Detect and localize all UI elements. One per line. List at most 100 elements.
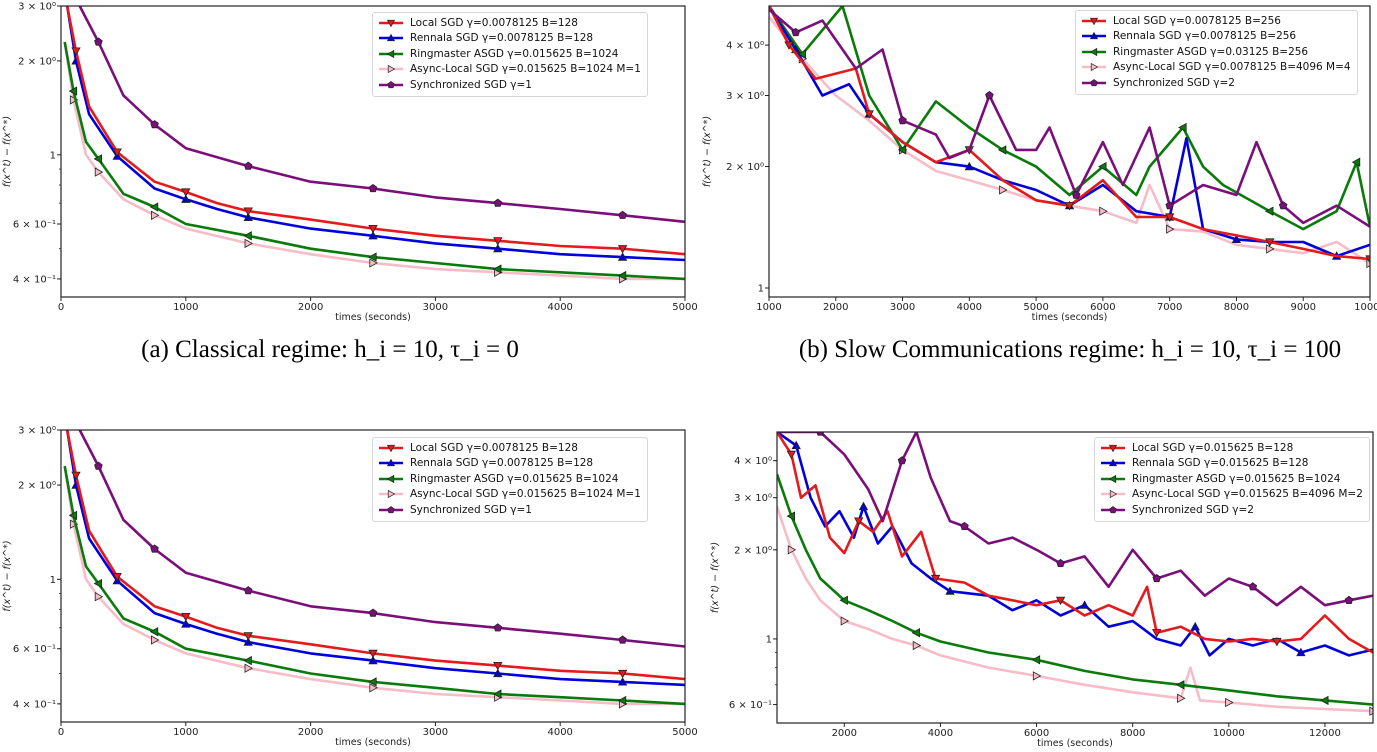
x-axis-label: times (seconds) (1037, 738, 1113, 749)
data-point-local (1165, 213, 1175, 222)
data-point-rennala (181, 194, 191, 203)
data-point-ringmaster (911, 628, 920, 638)
data-point-sync (94, 461, 103, 470)
legend-label: Local SGD γ=0.0078125 B=256 (1113, 14, 1281, 27)
caption-b: (b) Slow Communications regime: h_i = 10… (798, 336, 1342, 363)
y-tick-label: 3 × 10⁰ (734, 493, 772, 504)
data-point-sync (897, 456, 907, 465)
chart-panel-d: 4 × 10⁰ 3 × 10⁰ 2 × 10⁰ 1 6 × 10⁻¹ 2000 4000 60… (710, 431, 1374, 749)
y-tick-label: 4 × 10⁻¹ (13, 274, 56, 285)
data-point-async_local (1032, 671, 1042, 681)
data-point-local (930, 574, 941, 584)
chart-panel-a: 3 × 10⁰ 2 × 10⁰ 1 6 × 10⁻¹ 4 × 10⁻¹ 0 1000 2000… (2, 2, 698, 324)
legend-swatch-icon (379, 444, 403, 452)
data-point-async_local (1266, 244, 1275, 254)
legend-item-ringmaster: Ringmaster ASGD γ=0.03125 B=256 (1082, 44, 1351, 60)
x-tick-label: 1000 (173, 302, 198, 313)
legend-item-async_local: Async-Local SGD γ=0.015625 B=1024 M=1 (379, 487, 641, 503)
data-point-ringmaster (797, 49, 806, 59)
axes-frame (768, 5, 1371, 298)
legend-label: Synchronized SGD γ=2 (1132, 503, 1254, 516)
data-point-rennala (617, 252, 628, 261)
data-point-local (493, 662, 503, 671)
legend-item-async_local: Async-Local SGD γ=0.0078125 B=4096 M=4 (1082, 60, 1351, 76)
legend-label: Rennala SGD γ=0.0078125 B=128 (410, 32, 594, 45)
data-point-sync (1152, 574, 1161, 583)
y-tick-label: 6 × 10⁻¹ (13, 219, 56, 230)
legend-swatch-icon (1082, 47, 1106, 56)
data-point-ringmaster (243, 655, 252, 666)
legend-label: Async-Local SGD γ=0.015625 B=4096 M=2 (1132, 488, 1363, 501)
legend-item-sync: Synchronized SGD γ=1 (379, 77, 641, 93)
legend-swatch-icon (379, 459, 403, 467)
data-point-local (368, 649, 378, 659)
data-point-rennala (1190, 621, 1200, 631)
x-axis-label: times (seconds) (1032, 312, 1108, 323)
y-tick-label: 6 × 10⁻¹ (13, 644, 56, 655)
data-point-ringmaster (1351, 157, 1361, 167)
data-point-rennala (945, 586, 955, 595)
y-tick-label: 6 × 10⁻¹ (729, 700, 772, 711)
chart-panel-b: 4 × 10⁰ 3 × 10⁰ 2 × 10⁰ 1 1000 2000 3000 4000 50… (702, 5, 1377, 323)
legend-swatch-icon (379, 19, 403, 27)
axes-frame (60, 429, 686, 723)
data-point-async_local (94, 592, 104, 602)
data-point-rennala (181, 619, 191, 628)
x-tick-label: 4000 (928, 728, 953, 739)
data-point-sync (493, 198, 503, 207)
data-point-sync (985, 91, 994, 100)
data-point-async_local (1369, 706, 1373, 716)
x-tick-label: 0 (58, 302, 64, 313)
data-point-local (1055, 596, 1066, 606)
data-point-sync (960, 521, 969, 530)
legend-swatch-icon (1082, 17, 1106, 25)
series-line-sync (78, 430, 685, 648)
x-tick-label: 3000 (423, 302, 448, 313)
series-line-ringmaster (777, 473, 1373, 706)
data-point-ringmaster (997, 145, 1007, 155)
x-tick-label: 6000 (1024, 728, 1049, 739)
legend-swatch-icon (1101, 505, 1125, 513)
legend-item-local: Local SGD γ=0.0078125 B=128 (379, 440, 641, 456)
data-point-async_local (151, 210, 160, 220)
legend-item-rennala: Rennala SGD γ=0.0078125 B=128 (379, 31, 641, 47)
data-point-async_local (244, 238, 254, 249)
legend-item-local: Local SGD γ=0.0078125 B=256 (1082, 13, 1351, 29)
data-point-ringmaster (492, 264, 502, 274)
data-point-local (854, 517, 864, 526)
data-point-sync (493, 623, 503, 632)
data-point-local (181, 188, 191, 197)
legend-item-sync: Synchronized SGD γ=2 (1101, 502, 1363, 518)
axes-frame (60, 5, 686, 298)
data-point-sync (1165, 201, 1174, 210)
series-line-async_local (769, 15, 1370, 265)
data-point-ringmaster (68, 510, 78, 521)
legend-swatch-icon (379, 65, 403, 74)
series-line-rennala (777, 432, 1373, 657)
legend-item-local: Local SGD γ=0.0078125 B=128 (379, 15, 641, 31)
data-point-ringmaster (93, 578, 102, 589)
x-tick-label: 8000 (1224, 302, 1249, 313)
x-tick-label: 9000 (1290, 302, 1315, 313)
y-axis-label: f(x^t) − f(x^*) (710, 542, 721, 613)
data-point-async_local (840, 616, 850, 626)
data-point-async_local (369, 258, 378, 268)
legend-item-async_local: Async-Local SGD γ=0.015625 B=1024 M=1 (379, 62, 641, 78)
data-point-local (1265, 238, 1275, 247)
data-point-rennala (368, 230, 378, 240)
x-tick-label: 8000 (1120, 728, 1145, 739)
data-point-async_local (94, 167, 104, 177)
data-point-sync (150, 120, 159, 129)
data-point-async_local (912, 640, 922, 651)
data-point-local (368, 225, 378, 234)
legend-label: Ringmaster ASGD γ=0.015625 B=1024 (1132, 472, 1341, 485)
data-point-rennala (791, 440, 801, 450)
data-point-rennala (243, 212, 253, 221)
data-point-local (1152, 629, 1162, 638)
y-tick-label: 3 × 10⁰ (726, 91, 764, 102)
y-axis-label: f(x^t) − f(x^*) (2, 116, 13, 187)
data-point-rennala (368, 655, 378, 665)
data-point-local (1064, 202, 1075, 211)
data-point-ringmaster (1178, 122, 1187, 133)
caption-a: (a) Classical regime: h_i = 10, τ_i = 0 (141, 336, 519, 363)
